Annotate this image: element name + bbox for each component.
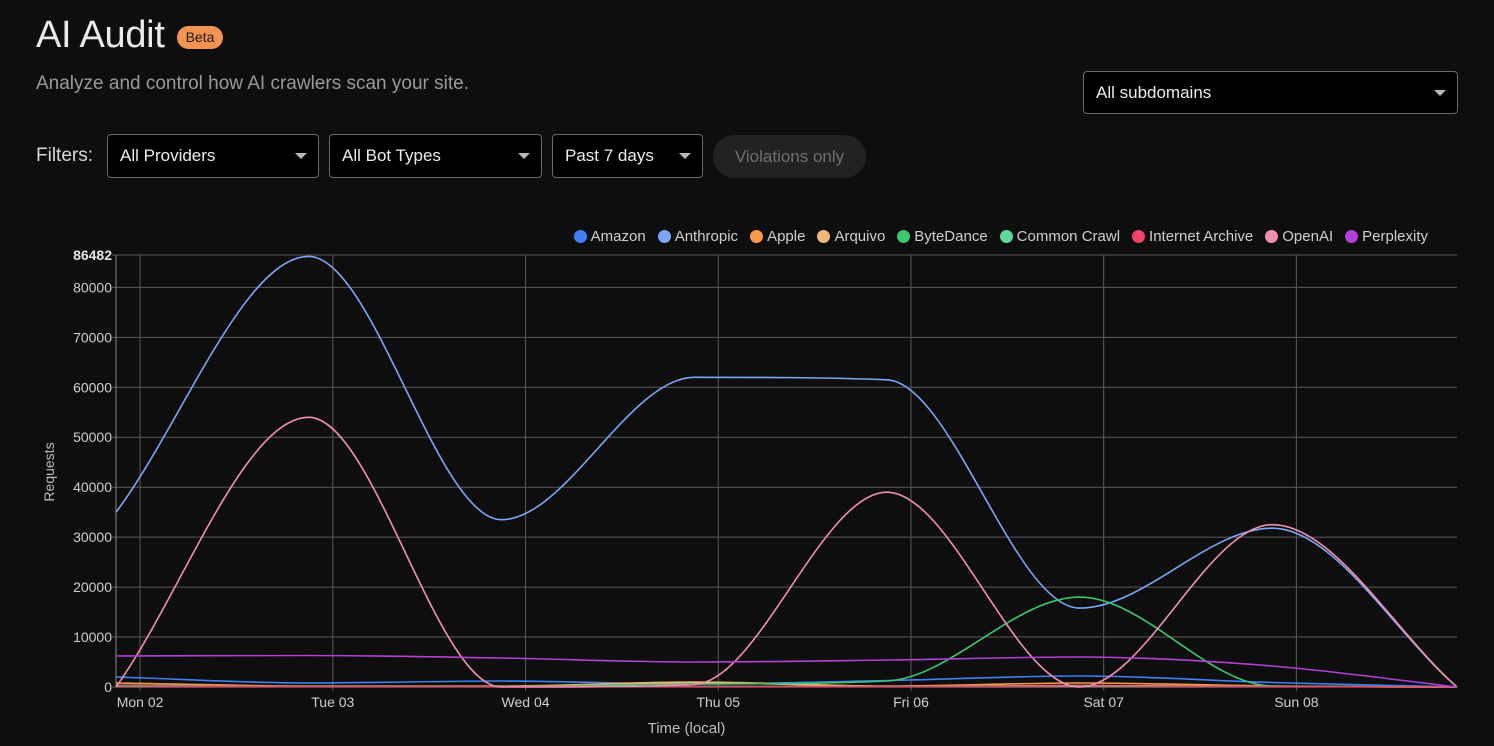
legend-item-bytedance[interactable]: ByteDance	[897, 228, 988, 245]
legend-item-internet-archive[interactable]: Internet Archive	[1132, 228, 1253, 245]
legend-item-openai[interactable]: OpenAI	[1265, 228, 1333, 245]
legend-swatch	[999, 230, 1013, 243]
y-tick-label: 50000	[73, 429, 112, 445]
series-line-bytedance	[115, 596, 1458, 688]
legend-label: ByteDance	[914, 228, 988, 245]
y-tick-label: 20000	[73, 579, 112, 595]
legend-item-arquivo[interactable]: Arquivo	[817, 228, 885, 245]
y-tick-label: 86482	[73, 247, 112, 263]
y-tick-label: 40000	[73, 479, 112, 495]
y-tick-label: 30000	[73, 529, 112, 545]
legend-swatch	[1265, 230, 1279, 243]
y-tick-label: 0	[104, 679, 112, 695]
period-select-value: Past 7 days	[565, 146, 654, 165]
y-tick-label: 10000	[73, 629, 112, 645]
legend-label: Common Crawl	[1016, 228, 1121, 245]
chevron-down-icon	[518, 153, 530, 159]
series-line-anthropic	[115, 255, 1458, 688]
series-line-openai	[115, 416, 1458, 688]
legend-label: Arquivo	[834, 228, 886, 245]
legend-swatch	[817, 230, 831, 243]
legend-label: Anthropic	[674, 228, 739, 245]
chevron-down-icon	[1434, 89, 1446, 96]
x-tick-label: Sun 08	[1274, 694, 1319, 710]
legend-label: Apple	[767, 228, 806, 245]
legend-item-anthropic[interactable]: Anthropic	[657, 228, 739, 245]
legend-label: OpenAI	[1282, 228, 1334, 245]
bot-type-select[interactable]: All Bot Types	[329, 134, 542, 178]
legend-swatch	[897, 230, 911, 243]
legend-label: Amazon	[590, 228, 646, 245]
legend-item-amazon[interactable]: Amazon	[573, 228, 646, 245]
x-tick-label: Wed 04	[502, 694, 550, 710]
filters-label: Filters:	[36, 145, 93, 166]
y-axis-label: Requests	[41, 442, 57, 501]
legend-item-common-crawl[interactable]: Common Crawl	[999, 228, 1121, 245]
x-tick-label: Mon 02	[117, 694, 164, 710]
provider-select[interactable]: All Providers	[107, 134, 319, 178]
x-axis-label: Time (local)	[648, 720, 726, 737]
x-tick-label: Tue 03	[311, 694, 354, 710]
y-tick-label: 80000	[73, 279, 112, 295]
legend-swatch	[657, 230, 671, 243]
x-tick-label: Fri 06	[893, 694, 929, 710]
legend-swatch	[1132, 230, 1146, 243]
legend-item-perplexity[interactable]: Perplexity	[1345, 228, 1428, 245]
chevron-down-icon	[295, 153, 307, 159]
x-tick-label: Sat 07	[1083, 694, 1124, 710]
violations-only-toggle[interactable]: Violations only	[713, 135, 866, 178]
x-tick-label: Thu 05	[696, 694, 740, 710]
legend-swatch	[573, 230, 587, 243]
page-subtitle: Analyze and control how AI crawlers scan…	[36, 73, 469, 94]
legend-label: Internet Archive	[1149, 228, 1254, 245]
y-tick-label: 60000	[73, 379, 112, 395]
title-row: AI Audit Beta	[36, 14, 224, 57]
legend-swatch	[750, 230, 764, 243]
legend-label: Perplexity	[1362, 228, 1428, 245]
legend-item-apple[interactable]: Apple	[750, 228, 805, 245]
chart-legend: Amazon Anthropic Apple Arquivo ByteDance Comm…	[562, 228, 1428, 245]
series-line-internet-archive	[115, 685, 1458, 688]
chevron-down-icon	[679, 153, 691, 159]
subdomain-select[interactable]: All subdomains	[1083, 71, 1458, 114]
provider-select-value: All Providers	[120, 146, 216, 165]
beta-badge: Beta	[176, 26, 224, 49]
y-tick-label: 70000	[73, 329, 112, 345]
series-line-perplexity	[115, 654, 1458, 688]
page-title: AI Audit	[36, 14, 165, 56]
bot-type-select-value: All Bot Types	[342, 146, 441, 165]
subdomain-select-value: All subdomains	[1096, 82, 1212, 102]
period-select[interactable]: Past 7 days	[552, 134, 703, 178]
legend-swatch	[1345, 230, 1359, 243]
